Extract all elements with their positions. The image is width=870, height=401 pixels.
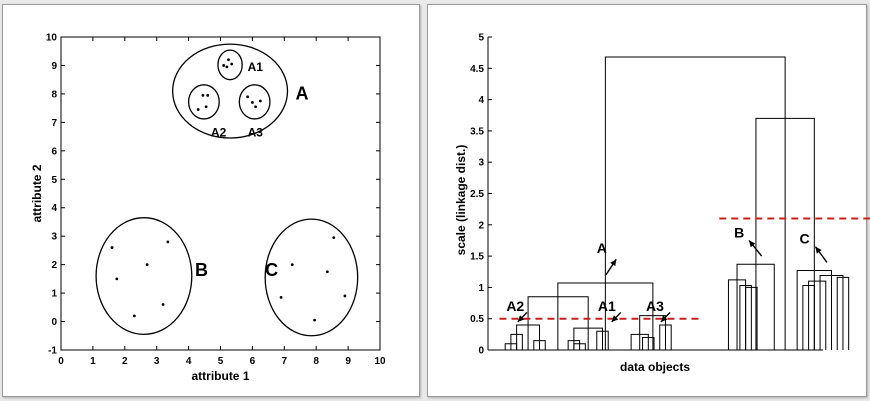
scatter-panel: 0 1 2 3 4 5 6 7 8 9 10 -1 0 1 2 3 4 5 6 7 8 9 10 attribute 1 att… (2, 4, 420, 397)
data-point (225, 65, 229, 69)
arrow-head (611, 315, 619, 322)
data-point (325, 270, 329, 274)
cluster-annotation: B (734, 224, 744, 240)
x-tick-label: 5 (218, 356, 224, 367)
y-tick-label: 6 (51, 146, 57, 157)
y-tick-label: 3.5 (470, 126, 484, 137)
x-tick-label: 2 (122, 356, 128, 367)
y-tick-label: 3 (478, 158, 484, 169)
cluster-annotation: A3 (646, 298, 664, 314)
data-point (246, 95, 250, 99)
data-point (222, 64, 226, 67)
data-point (110, 246, 114, 249)
data-point (230, 62, 234, 66)
cluster-annotation: C (799, 231, 809, 247)
y-tick-label: 0.5 (470, 314, 484, 325)
y-tick-label: 10 (46, 33, 58, 44)
y-axis-label: scale (linkage dist.) (454, 145, 468, 256)
y-axis-label: attribute 2 (30, 164, 44, 222)
x-axis-label: data objects (620, 360, 690, 374)
cluster-label: A (295, 84, 308, 104)
cluster-label: A2 (211, 126, 227, 140)
y-tick-label: 4.5 (470, 64, 484, 75)
x-tick-label: 4 (186, 356, 192, 367)
x-tick-label: 8 (313, 356, 319, 367)
dendrogram-link (604, 56, 786, 350)
data-point (204, 105, 208, 109)
cluster-ellipse (95, 217, 193, 336)
data-point (290, 263, 294, 267)
data-point (313, 318, 317, 322)
cluster-label: A3 (248, 126, 264, 140)
cluster-ellipse (264, 218, 359, 337)
y-tick-label: 0 (51, 317, 57, 328)
y-tick-label: 0 (478, 346, 484, 357)
y-tick-label: 4 (478, 95, 484, 106)
data-point (332, 236, 336, 240)
cluster-annotation: A2 (506, 298, 524, 314)
y-tick-label: 3 (51, 232, 57, 243)
y-tick-label: 8 (51, 89, 57, 100)
x-tick-label: 1 (90, 356, 96, 367)
cluster-label: B (195, 260, 208, 280)
data-point (115, 277, 119, 281)
y-tick-label: 1 (478, 283, 484, 294)
y-tick-label: 7 (51, 118, 57, 129)
x-tick-label: 3 (154, 356, 160, 367)
data-point (279, 295, 283, 299)
y-tick-label: 2 (51, 260, 57, 271)
x-tick-label: 0 (58, 356, 64, 367)
cluster-label: A1 (248, 60, 264, 74)
data-point (258, 99, 262, 103)
cluster-ellipse (238, 84, 271, 120)
cluster-ellipse (217, 49, 243, 81)
x-tick-label: 7 (282, 356, 288, 367)
y-tick-label: -1 (48, 346, 57, 357)
cluster-label: C (265, 260, 278, 280)
data-point (201, 93, 205, 97)
data-point (206, 93, 210, 97)
y-tick-label: 5 (51, 175, 57, 186)
y-tick-label: 1 (51, 289, 57, 300)
data-point (161, 303, 165, 306)
data-point (254, 105, 257, 109)
plot-frame (60, 36, 381, 351)
y-tick-label: 4 (51, 203, 57, 214)
data-point (196, 108, 200, 111)
y-tick-label: 2 (478, 220, 484, 231)
x-tick-label: 6 (250, 356, 256, 367)
data-point (227, 58, 230, 62)
y-tick-label: 9 (51, 61, 57, 72)
data-point (145, 263, 149, 267)
arrow-head (517, 315, 525, 322)
data-point (251, 101, 254, 104)
dendrogram-chart: 0 0.5 1 1.5 2 2.5 3 3.5 4 4.5 5 data objects scale (… (454, 33, 870, 374)
cluster-ellipse (172, 43, 289, 139)
x-axis-label: attribute 1 (191, 369, 249, 383)
cluster-annotation: A1 (598, 298, 616, 314)
arrow-head (749, 240, 756, 248)
y-tick-label: 1.5 (470, 252, 484, 263)
arrow-head (815, 246, 822, 254)
cluster-annotation: A (597, 240, 607, 256)
data-point (132, 314, 136, 318)
y-tick-label: 5 (478, 33, 484, 44)
x-tick-label: 10 (374, 356, 386, 367)
cluster-ellipse (187, 84, 220, 120)
data-point (343, 294, 347, 298)
y-tick-label: 2.5 (470, 189, 484, 200)
x-tick-label: 9 (345, 356, 351, 367)
data-point (166, 240, 170, 244)
arrow-head (660, 315, 668, 322)
arrow-head (610, 259, 617, 267)
dendrogram-panel: 0 0.5 1 1.5 2 2.5 3 3.5 4 4.5 5 data objects scale (… (427, 4, 870, 397)
dendrogram-link (808, 280, 827, 350)
